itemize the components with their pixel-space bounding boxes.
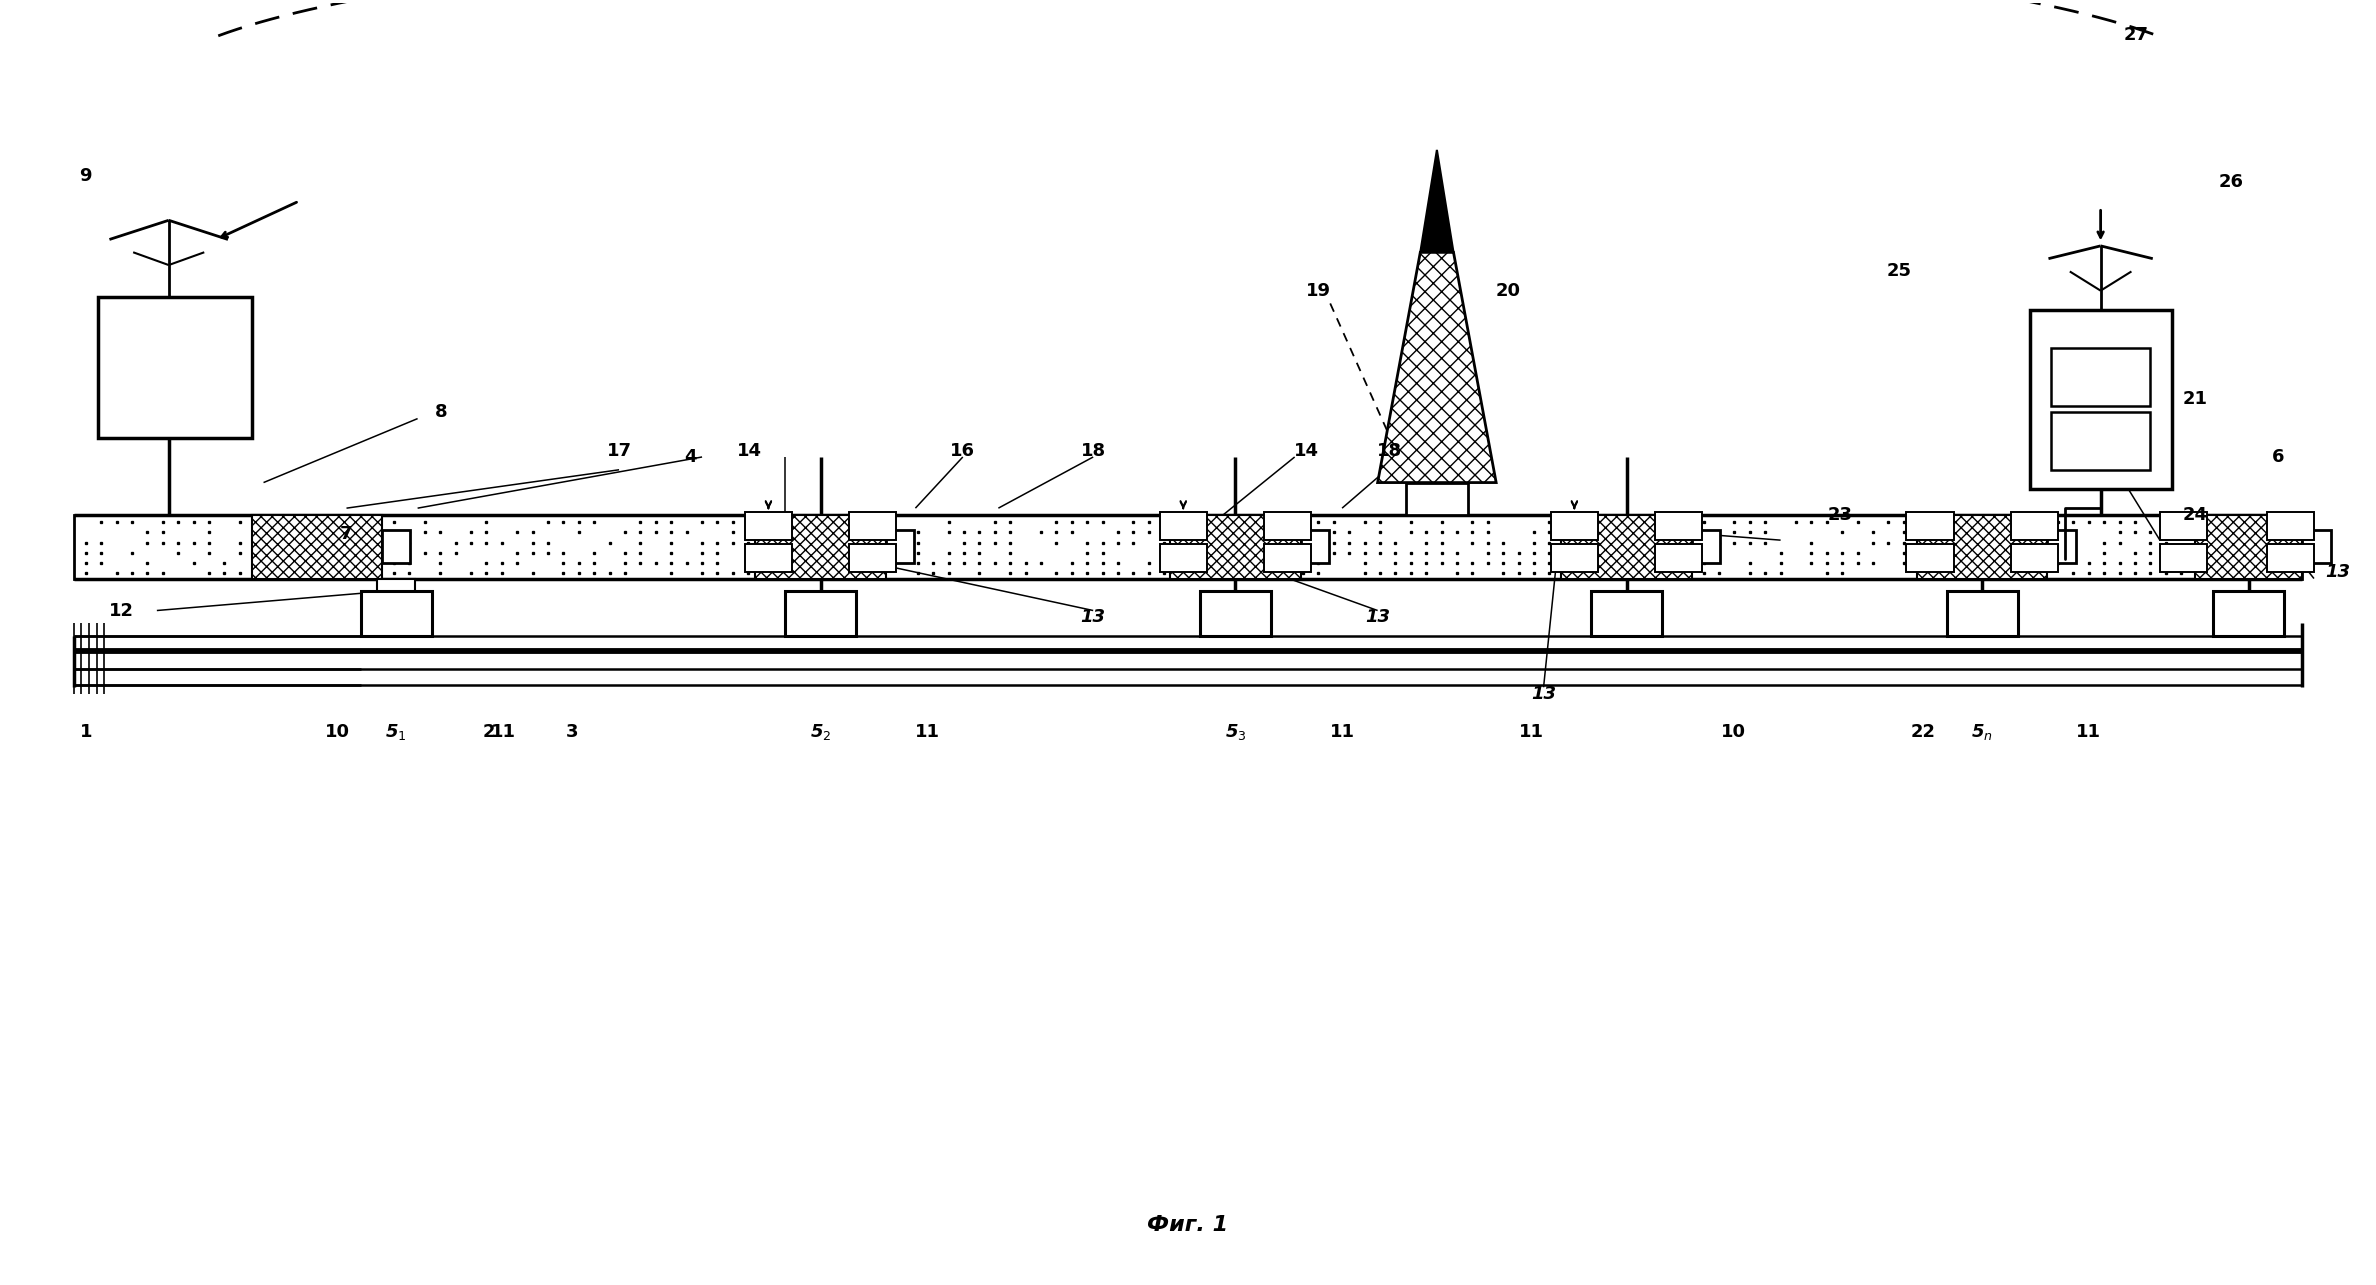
Bar	[2195, 514, 2302, 578]
Bar	[1946, 591, 2017, 636]
Text: 10: 10	[1720, 723, 1746, 741]
Bar	[1159, 544, 1207, 572]
Text: 24: 24	[2184, 505, 2207, 523]
Bar	[1200, 591, 1271, 636]
Bar	[848, 544, 896, 572]
Bar	[1552, 544, 1599, 572]
Text: 2: 2	[482, 723, 494, 741]
Bar	[1264, 511, 1312, 540]
Text: 11: 11	[489, 723, 516, 741]
Text: 22: 22	[1910, 723, 1936, 741]
Bar	[1159, 511, 1207, 540]
Text: 11: 11	[2077, 723, 2100, 741]
Bar	[1171, 514, 1300, 578]
Polygon shape	[1421, 150, 1454, 252]
Bar	[1906, 544, 1953, 572]
Text: 18: 18	[1081, 442, 1105, 460]
Text: 11: 11	[915, 723, 941, 741]
Bar	[383, 529, 411, 563]
Bar	[1561, 514, 1692, 578]
Bar	[1264, 544, 1312, 572]
Bar	[2302, 529, 2331, 563]
Bar	[2160, 511, 2207, 540]
Text: 7: 7	[340, 524, 352, 542]
Bar	[2010, 544, 2058, 572]
Text: 13: 13	[1081, 608, 1105, 626]
Bar	[1300, 529, 1328, 563]
Bar	[1692, 529, 1720, 563]
Bar	[1906, 511, 1953, 540]
Bar	[1917, 514, 2048, 578]
Text: 9: 9	[78, 167, 93, 185]
Text: 16: 16	[950, 442, 974, 460]
Polygon shape	[1378, 252, 1497, 483]
Bar	[2029, 310, 2172, 490]
Text: 10: 10	[326, 723, 349, 741]
Text: 5$_1$: 5$_1$	[385, 722, 406, 741]
Text: 12: 12	[109, 601, 133, 619]
Text: 27: 27	[2124, 26, 2148, 44]
Text: 5$_2$: 5$_2$	[810, 722, 832, 741]
Bar	[378, 578, 416, 604]
Text: 3: 3	[565, 723, 577, 741]
Bar	[252, 514, 383, 578]
Text: 14: 14	[737, 442, 763, 460]
Bar	[2050, 412, 2150, 470]
Text: 13: 13	[2326, 563, 2350, 581]
Text: 1: 1	[78, 723, 93, 741]
Text: Фиг. 1: Фиг. 1	[1148, 1214, 1228, 1235]
Bar	[886, 529, 915, 563]
Bar	[74, 514, 2302, 578]
Bar	[744, 511, 791, 540]
Bar	[848, 511, 896, 540]
Text: 21: 21	[2184, 391, 2207, 409]
Bar	[2160, 544, 2207, 572]
Text: 5$_3$: 5$_3$	[1224, 722, 1247, 741]
Bar	[744, 544, 791, 572]
Bar	[361, 591, 432, 636]
Text: 26: 26	[2219, 173, 2243, 191]
Bar	[2010, 511, 2058, 540]
Bar	[2050, 348, 2150, 406]
Text: 18: 18	[1378, 442, 1402, 460]
Bar	[1552, 511, 1599, 540]
Bar	[97, 297, 252, 438]
Text: 8: 8	[435, 403, 447, 421]
Bar	[2048, 529, 2077, 563]
Bar	[1592, 591, 1663, 636]
Text: 14: 14	[1295, 442, 1319, 460]
Text: 13: 13	[1530, 685, 1556, 703]
Bar	[1407, 483, 1468, 514]
Bar	[756, 514, 886, 578]
Bar	[784, 591, 855, 636]
Bar	[2212, 591, 2283, 636]
Text: 13: 13	[1366, 608, 1390, 626]
Text: 20: 20	[1495, 281, 1521, 299]
Bar	[1656, 544, 1701, 572]
Bar	[2267, 511, 2314, 540]
Text: 11: 11	[1518, 723, 1544, 741]
Text: 23: 23	[1827, 505, 1853, 523]
Text: 4: 4	[684, 448, 696, 466]
Text: 19: 19	[1307, 281, 1331, 299]
Text: 11: 11	[1331, 723, 1354, 741]
Bar	[2267, 544, 2314, 572]
Bar	[1656, 511, 1701, 540]
Text: 17: 17	[606, 442, 632, 460]
Text: 25: 25	[1887, 262, 1913, 280]
Text: 5$_n$: 5$_n$	[1972, 722, 1993, 741]
Text: 6: 6	[2271, 448, 2286, 466]
